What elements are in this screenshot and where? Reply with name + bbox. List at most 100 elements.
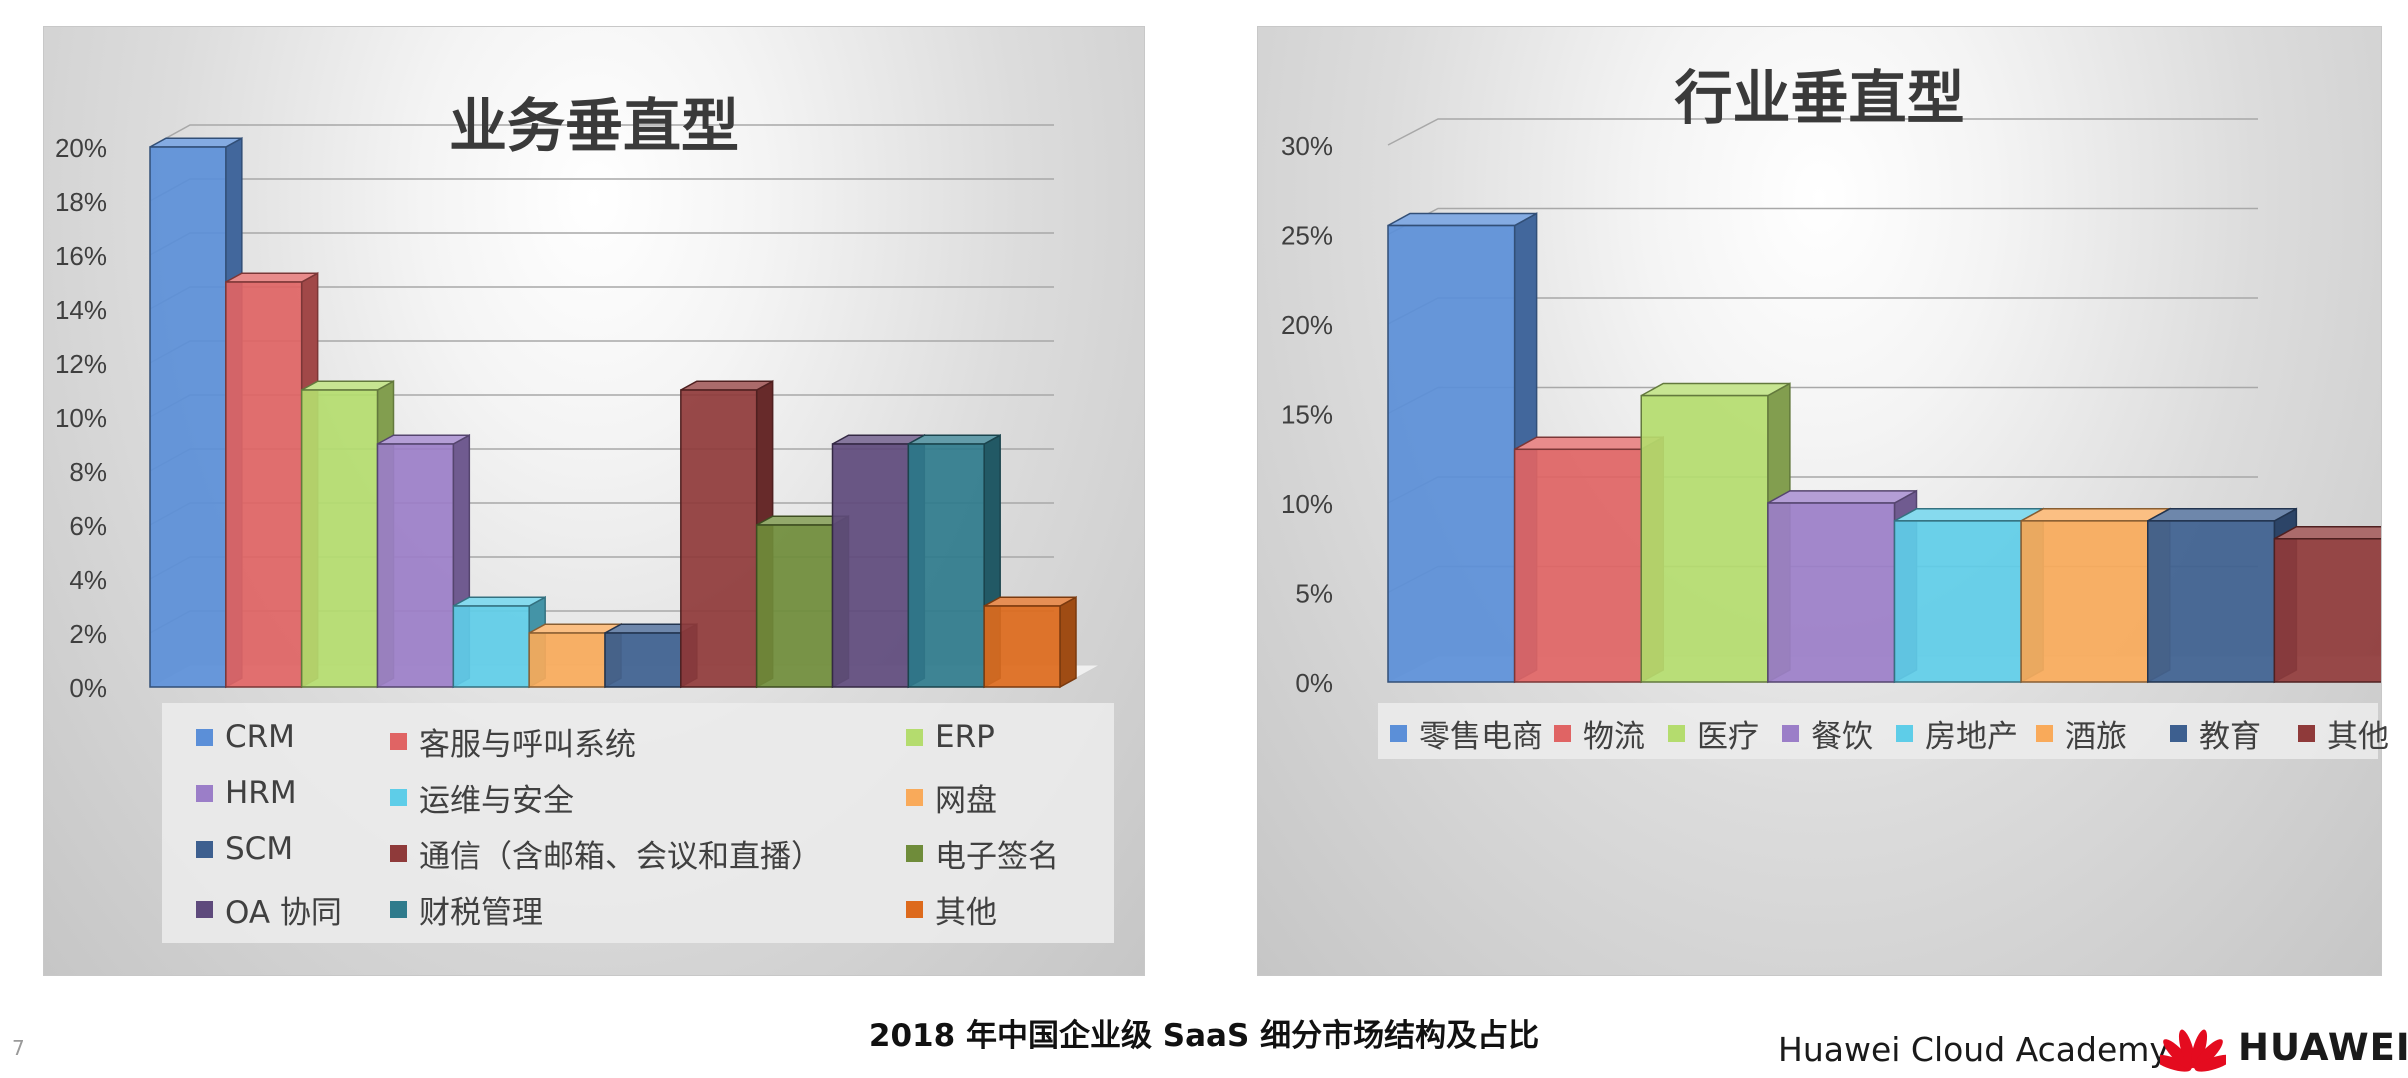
legend-label: 房地产 — [1925, 719, 2018, 755]
huawei-logo-text: HUAWEI — [2238, 1026, 2408, 1069]
legend-item: 通信（含邮箱、会议和直播） — [390, 831, 822, 876]
legend-label: 财税管理 — [419, 895, 543, 931]
bar-top — [301, 380, 394, 391]
legend-swatch — [390, 901, 407, 918]
bar-top — [907, 434, 1001, 445]
bar-front — [1387, 224, 1516, 683]
bar-top — [2147, 508, 2297, 522]
legend-swatch — [906, 901, 923, 918]
legend-item: 医疗 — [1668, 711, 1759, 756]
huawei-flower-icon — [2160, 1029, 2226, 1072]
legend-swatch — [390, 789, 407, 806]
legend-swatch — [1390, 725, 1407, 742]
bar-top — [225, 272, 319, 283]
legend-swatch — [2170, 725, 2187, 742]
legend-item: 运维与安全 — [390, 775, 574, 820]
logo-petal — [2191, 1029, 2208, 1069]
legend-swatch — [1782, 725, 1799, 742]
legend-item: 物流 — [1554, 711, 1645, 756]
legend-label: 电子签名 — [935, 839, 1059, 875]
legend-item: 网盘 — [906, 775, 997, 820]
logo-petal — [2193, 1039, 2223, 1070]
legend-label: CRM — [225, 719, 295, 755]
bar-top — [377, 434, 470, 445]
legend-swatch — [2036, 725, 2053, 742]
bar-front — [1640, 394, 1769, 683]
bar-front — [2147, 520, 2276, 683]
logo-petal — [2163, 1039, 2193, 1070]
bar-front — [300, 389, 379, 688]
bar-front — [1767, 502, 1896, 683]
bar-front — [452, 605, 530, 688]
legend-right: 零售电商 物流 医疗 餐饮 房地产 酒旅 教育 其他 — [1378, 703, 2389, 759]
legend-swatch — [196, 901, 213, 918]
bar-top — [680, 380, 774, 391]
legend-item: OA 协同 — [196, 887, 342, 932]
bar-front — [149, 146, 227, 688]
legend-swatch — [906, 845, 923, 862]
legend-swatch — [906, 728, 923, 746]
bar-front — [2273, 538, 2381, 683]
bar-front — [755, 524, 834, 688]
bar-top — [1387, 212, 1537, 227]
bar-top — [1767, 490, 1917, 504]
legend-label: 教育 — [2199, 719, 2261, 755]
y-tick-label: 0% — [1295, 668, 1333, 698]
y-tick-label: 14% — [55, 295, 107, 325]
legend-label: 酒旅 — [2065, 719, 2127, 755]
legend-label: HRM — [225, 775, 297, 811]
legend-label: 其他 — [935, 895, 997, 931]
bar-front — [983, 605, 1061, 688]
page-number: 7 — [12, 1036, 25, 1060]
chart-industry-vertical: 0% 5% 10% 15% 20% 25% 30% 行业垂直型 零售电商 物流 医疗 餐饮 房地产 酒… — [1257, 26, 2389, 976]
y-tick-label: 15% — [1281, 400, 1333, 430]
bar — [1387, 212, 1538, 684]
legend-item: SCM — [196, 831, 293, 867]
bar-top — [1894, 508, 2044, 522]
bar-chart-left: 0% 2% 4% 6% 8% 10% 12% 14% 16% 18% 20% — [55, 124, 1101, 703]
legend-item: 客服与呼叫系统 — [390, 719, 636, 764]
legend-item: CRM — [196, 719, 295, 755]
legend-item: 财税管理 — [390, 887, 543, 932]
y-tick-label: 5% — [1295, 579, 1333, 609]
chart-business-vertical: 0% 2% 4% 6% 8% 10% 12% 14% 16% 18% 20% 业务垂直型 CRM 客服… — [43, 26, 1145, 976]
bar-front — [225, 281, 303, 688]
bar — [452, 595, 546, 689]
legend-item: 餐饮 — [1782, 711, 1873, 756]
bar-chart-right: 0% 5% 10% 15% 20% 25% 30% — [1281, 118, 2381, 698]
legend-swatch — [906, 789, 923, 806]
bar-front — [528, 632, 606, 688]
legend-label: 零售电商 — [1419, 719, 1543, 755]
chart-title-right: 行业垂直型 — [1674, 64, 1965, 132]
bar-top — [452, 596, 546, 607]
legend-item: 电子签名 — [906, 831, 1059, 876]
legend-swatch — [390, 733, 407, 750]
legend-item: 酒旅 — [2036, 711, 2127, 756]
legend-item: 房地产 — [1896, 711, 2018, 756]
brand-text: Huawei Cloud Academy — [1778, 1030, 2169, 1069]
y-tick-label: 20% — [55, 133, 107, 163]
legend-label: OA 协同 — [225, 895, 342, 931]
bar-top — [1640, 382, 1791, 397]
y-tick-label: 0% — [69, 673, 107, 703]
bar-top — [2020, 508, 2171, 522]
bar-front — [2020, 520, 2149, 683]
bar-front — [376, 443, 455, 688]
y-tick-label: 10% — [1281, 489, 1333, 519]
legend-label: 运维与安全 — [419, 783, 574, 819]
legend-label: 网盘 — [935, 783, 997, 819]
bar-front — [907, 443, 985, 688]
chart-title-left: 业务垂直型 — [448, 92, 739, 160]
bar — [2273, 525, 2381, 683]
bar-front — [1513, 448, 1642, 683]
y-tick-label: 20% — [1281, 310, 1333, 340]
legend-label: 医疗 — [1697, 719, 1759, 755]
legend-swatch — [390, 845, 407, 862]
legend-item: 其他 — [2298, 711, 2389, 756]
legend-label: 通信（含邮箱、会议和直播） — [419, 839, 822, 875]
y-tick-label: 12% — [55, 349, 107, 379]
legend-swatch — [2298, 725, 2315, 742]
legend-item: ERP — [906, 719, 995, 755]
y-tick-label: 6% — [69, 511, 107, 541]
bar-front — [831, 443, 910, 688]
